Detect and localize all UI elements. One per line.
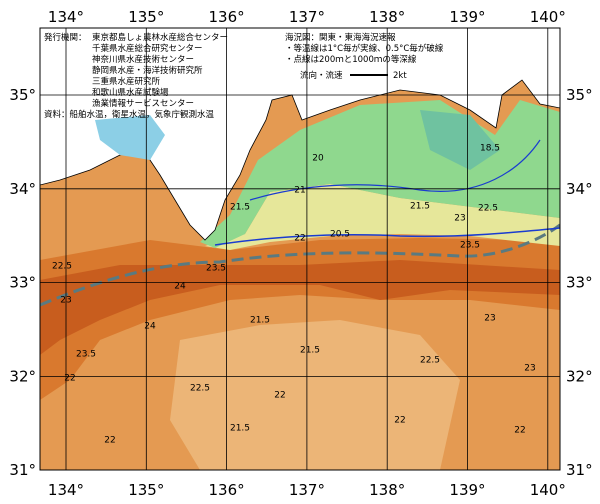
contour-label: 20.5 bbox=[330, 230, 350, 240]
contour-label: 18.5 bbox=[480, 144, 500, 154]
contour-label: 22.5 bbox=[420, 356, 440, 366]
lat-label: 34° bbox=[566, 180, 593, 198]
lat-label: 31° bbox=[9, 461, 36, 479]
kuroshio-core bbox=[40, 260, 560, 355]
publisher: 和歌山県水産試験場 bbox=[92, 87, 169, 98]
note: ・等温線は1°C毎が実線、0.5°C毎が破線 bbox=[285, 43, 444, 54]
isotherm-20 bbox=[249, 139, 541, 201]
cold-eddy bbox=[420, 110, 500, 170]
lon-label: 134° bbox=[48, 481, 84, 499]
isotherm-21 bbox=[214, 227, 560, 246]
contour-label: 21.5 bbox=[250, 316, 270, 326]
lat-label: 31° bbox=[566, 461, 593, 479]
contour-label: 22 bbox=[514, 426, 525, 436]
contour-label: 24 bbox=[144, 322, 156, 332]
lon-label: 138° bbox=[369, 481, 405, 499]
lon-label: 138° bbox=[369, 8, 405, 26]
lon-label: 137° bbox=[289, 8, 325, 26]
kuroshio-axis bbox=[40, 223, 560, 307]
contour-label: 22 bbox=[64, 374, 75, 384]
contour-labels: 18.5 20 20.5 21 21.5 21.5 22 22.5 23 23.5 24 24 23.5… bbox=[52, 144, 536, 446]
contour-label: 21 bbox=[294, 186, 305, 196]
lon-label: 139° bbox=[449, 481, 485, 499]
info-right: 海況図：関東・東海海況速報 ・等温線は1°C毎が実線、0.5°C毎が破線 ・点線… bbox=[285, 32, 444, 81]
info-left: 発行機関： 東京都島しょ農林水産総合センター 千葉県水産総合研究センター 神奈川… bbox=[44, 32, 228, 120]
lat-label: 32° bbox=[9, 367, 36, 385]
graticule bbox=[40, 28, 560, 470]
contour-label: 22 bbox=[294, 234, 305, 244]
lat-label: 34° bbox=[9, 180, 36, 198]
lat-label: 32° bbox=[566, 367, 593, 385]
contour-label: 22 bbox=[274, 391, 285, 401]
publisher: 千葉県水産総合研究センター bbox=[92, 43, 203, 54]
contour-label: 21.5 bbox=[300, 346, 320, 356]
contour-label: 22.5 bbox=[52, 262, 72, 272]
transition-water bbox=[205, 184, 560, 250]
publisher: 東京都島しょ農林水産総合センター bbox=[92, 32, 228, 43]
lon-label: 135° bbox=[128, 8, 164, 26]
contour-label: 22.5 bbox=[478, 204, 498, 214]
contour-label: 22 bbox=[104, 436, 115, 446]
lat-label: 33° bbox=[9, 274, 36, 292]
lon-label: 136° bbox=[209, 481, 245, 499]
contour-label: 23.5 bbox=[460, 241, 480, 251]
contour-label: 23.5 bbox=[76, 350, 96, 360]
lat-label: 33° bbox=[566, 274, 593, 292]
publisher: 静岡県水産・海洋技術研究所 bbox=[92, 65, 203, 76]
lat-label: 35° bbox=[566, 86, 593, 104]
publisher: 漁業情報サービスセンター bbox=[92, 98, 194, 109]
contour-label: 21.5 bbox=[230, 424, 250, 434]
lon-label: 140° bbox=[530, 8, 566, 26]
kii-channel bbox=[95, 115, 165, 160]
contour-label: 21.5 bbox=[230, 203, 250, 213]
lon-label: 140° bbox=[530, 481, 566, 499]
lon-label: 136° bbox=[209, 8, 245, 26]
contour-label: 20 bbox=[312, 154, 324, 164]
contour-label: 23 bbox=[484, 314, 495, 324]
contour-label: 23 bbox=[60, 296, 71, 306]
current-scale: 2kt bbox=[393, 71, 407, 81]
contour-label: 24 bbox=[174, 282, 186, 292]
contour-label: 21.5 bbox=[410, 202, 430, 212]
contour-label: 22 bbox=[394, 416, 405, 426]
contour-label: 23 bbox=[454, 214, 465, 224]
note: ・点線は200ｍと1000ｍの等深線 bbox=[285, 54, 417, 65]
chart-name: 海況図：関東・東海海況速報 bbox=[285, 32, 396, 43]
cooler-water bbox=[170, 320, 460, 470]
lon-label: 139° bbox=[449, 8, 485, 26]
publisher-heading: 発行機関： bbox=[44, 32, 87, 43]
lon-label: 134° bbox=[48, 8, 84, 26]
map-area: 18.5 20 20.5 21 21.5 21.5 22 22.5 23 23.5 24 24 23.5… bbox=[40, 28, 560, 470]
contour-label: 23 bbox=[524, 364, 535, 374]
lon-label: 135° bbox=[128, 481, 164, 499]
publisher: 三重県水産研究所 bbox=[92, 76, 161, 87]
current-legend: 流向・流速 bbox=[300, 70, 343, 81]
lat-label: 35° bbox=[9, 86, 36, 104]
contour-label: 23.5 bbox=[206, 264, 226, 274]
lon-label: 137° bbox=[289, 481, 325, 499]
map-frame bbox=[39, 27, 561, 471]
publisher: 神奈川県水産技術センター bbox=[92, 54, 194, 65]
contour-label: 22.5 bbox=[190, 384, 210, 394]
source: 資料：船舶水温，衛星水温，気象庁観測水温 bbox=[44, 109, 215, 120]
coordinate-labels: 134° 134° 135° 135° 136° 136° 137° 137° 138° 138°… bbox=[9, 8, 592, 499]
